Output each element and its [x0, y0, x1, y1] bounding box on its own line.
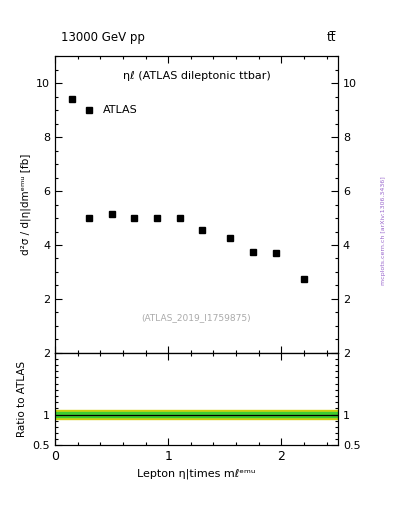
X-axis label: Lepton η|times mℓᵉᵐᵘ: Lepton η|times mℓᵉᵐᵘ: [137, 469, 256, 479]
Text: ATLAS: ATLAS: [103, 104, 138, 115]
Text: (ATLAS_2019_I1759875): (ATLAS_2019_I1759875): [142, 313, 251, 322]
Bar: [55, 410, 338, 419]
Text: 13000 GeV pp: 13000 GeV pp: [61, 31, 145, 44]
Text: ηℓ (ATLAS dileptonic ttbar): ηℓ (ATLAS dileptonic ttbar): [123, 71, 270, 81]
Y-axis label: d²σ / d|η|dmᵉᵐᵘ [fb]: d²σ / d|η|dmᵉᵐᵘ [fb]: [20, 154, 31, 255]
Text: mcplots.cern.ch [arXiv:1306.3436]: mcplots.cern.ch [arXiv:1306.3436]: [381, 176, 386, 285]
Text: tt̅: tt̅: [327, 31, 336, 44]
Y-axis label: Ratio to ATLAS: Ratio to ATLAS: [17, 361, 27, 437]
Bar: [55, 412, 338, 417]
